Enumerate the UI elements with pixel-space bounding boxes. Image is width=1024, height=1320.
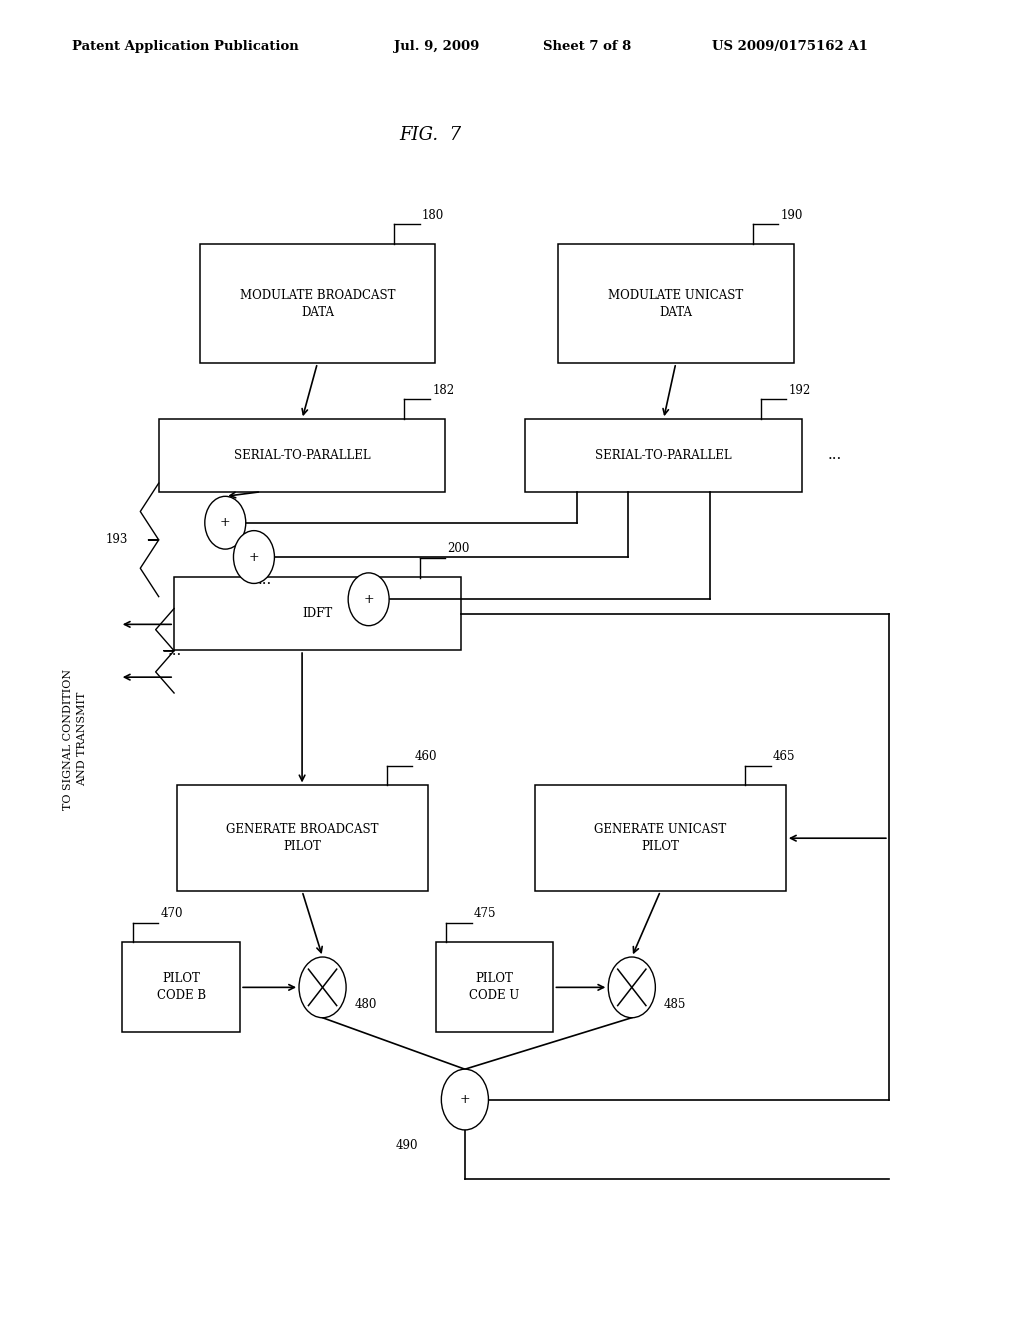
Text: 465: 465 xyxy=(773,750,795,763)
Text: 182: 182 xyxy=(432,384,455,396)
Bar xyxy=(174,577,461,649)
Circle shape xyxy=(233,531,274,583)
Text: FIG.  7: FIG. 7 xyxy=(399,125,461,144)
Bar xyxy=(176,785,428,891)
Text: TO SIGNAL CONDITION
AND TRANSMIT: TO SIGNAL CONDITION AND TRANSMIT xyxy=(62,669,87,809)
Text: ...: ... xyxy=(258,573,272,587)
Text: 190: 190 xyxy=(780,209,803,222)
Bar xyxy=(558,244,794,363)
Circle shape xyxy=(205,496,246,549)
Text: 192: 192 xyxy=(788,384,811,396)
Text: MODULATE UNICAST
DATA: MODULATE UNICAST DATA xyxy=(608,289,743,318)
Circle shape xyxy=(441,1069,488,1130)
Text: GENERATE UNICAST
PILOT: GENERATE UNICAST PILOT xyxy=(594,824,727,853)
Text: 470: 470 xyxy=(160,907,182,920)
Text: IDFT: IDFT xyxy=(302,607,333,620)
Text: GENERATE BROADCAST
PILOT: GENERATE BROADCAST PILOT xyxy=(226,824,378,853)
Text: Patent Application Publication: Patent Application Publication xyxy=(72,40,298,53)
Text: 200: 200 xyxy=(447,543,470,554)
Text: ...: ... xyxy=(827,449,842,462)
Circle shape xyxy=(299,957,346,1018)
Bar xyxy=(123,942,240,1032)
Text: ...: ... xyxy=(168,644,182,657)
Bar xyxy=(535,785,786,891)
Text: Jul. 9, 2009: Jul. 9, 2009 xyxy=(394,40,479,53)
Text: +: + xyxy=(364,593,374,606)
Text: SERIAL-TO-PARALLEL: SERIAL-TO-PARALLEL xyxy=(595,449,732,462)
Text: 485: 485 xyxy=(664,998,686,1011)
Text: PILOT
CODE U: PILOT CODE U xyxy=(469,973,520,1002)
Text: 180: 180 xyxy=(422,209,444,222)
Text: SERIAL-TO-PARALLEL: SERIAL-TO-PARALLEL xyxy=(233,449,371,462)
Text: +: + xyxy=(220,516,230,529)
Text: 460: 460 xyxy=(414,750,436,763)
Circle shape xyxy=(608,957,655,1018)
Text: PILOT
CODE B: PILOT CODE B xyxy=(157,973,206,1002)
Circle shape xyxy=(348,573,389,626)
Bar xyxy=(200,244,435,363)
Bar xyxy=(159,418,445,491)
Text: US 2009/0175162 A1: US 2009/0175162 A1 xyxy=(712,40,867,53)
Text: 490: 490 xyxy=(395,1139,418,1152)
Bar xyxy=(525,418,802,491)
Bar xyxy=(436,942,553,1032)
Text: 475: 475 xyxy=(473,907,496,920)
Text: MODULATE BROADCAST
DATA: MODULATE BROADCAST DATA xyxy=(240,289,395,318)
Text: +: + xyxy=(460,1093,470,1106)
Text: 193: 193 xyxy=(105,533,128,546)
Text: Sheet 7 of 8: Sheet 7 of 8 xyxy=(543,40,631,53)
Text: +: + xyxy=(249,550,259,564)
Text: 480: 480 xyxy=(354,998,377,1011)
